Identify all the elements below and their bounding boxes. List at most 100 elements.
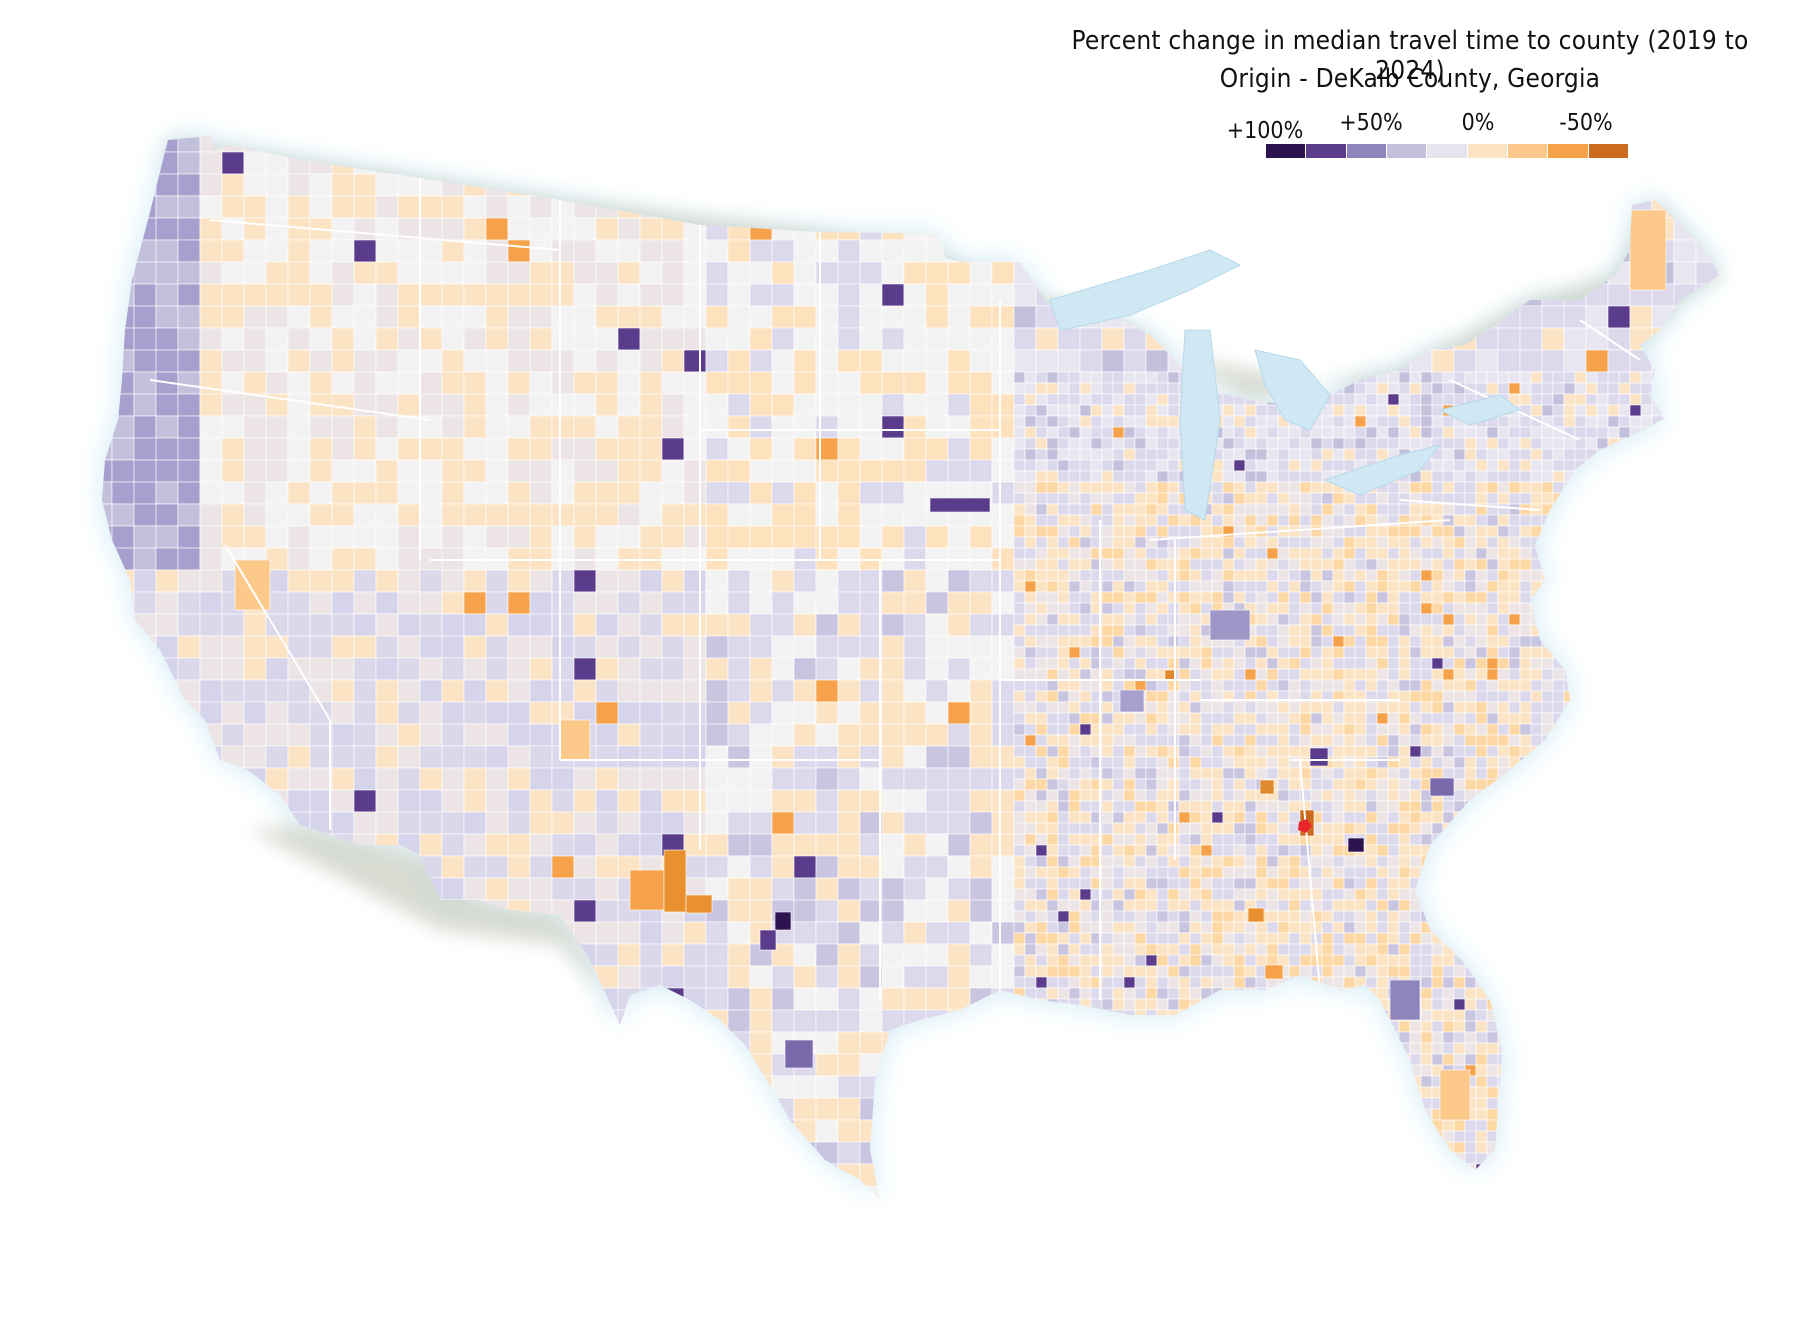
county-cell[interactable] — [925, 877, 949, 901]
county-cell[interactable] — [1310, 547, 1323, 560]
county-cell[interactable] — [243, 679, 267, 703]
county-cell[interactable] — [177, 393, 201, 417]
county-cell[interactable] — [661, 415, 685, 439]
county-cell[interactable] — [155, 130, 179, 153]
county-cell[interactable] — [1266, 404, 1279, 417]
county-cell[interactable] — [1035, 690, 1048, 703]
county-cell[interactable] — [463, 591, 487, 615]
county-cell[interactable] — [1409, 393, 1422, 406]
county-cell[interactable] — [1695, 327, 1719, 351]
county-cell[interactable] — [1453, 877, 1466, 890]
county-cell[interactable] — [221, 173, 245, 197]
county-cell[interactable] — [1475, 624, 1488, 637]
county-cell[interactable] — [1079, 756, 1092, 769]
county-cell[interactable] — [551, 613, 575, 637]
county-cell[interactable] — [1640, 470, 1653, 483]
county-cell[interactable] — [793, 613, 817, 637]
county-cell[interactable] — [507, 701, 531, 725]
county-cell[interactable] — [1156, 745, 1169, 758]
county-cell[interactable] — [1112, 723, 1125, 736]
county-cell[interactable] — [1145, 371, 1158, 384]
county-cell[interactable] — [1618, 536, 1631, 549]
county-cell[interactable] — [661, 613, 685, 637]
county-cell[interactable] — [1706, 426, 1719, 439]
county-cell[interactable] — [1068, 624, 1081, 637]
county-cell[interactable] — [727, 877, 751, 901]
county-cell[interactable] — [1134, 558, 1147, 571]
county-cell[interactable] — [661, 459, 685, 483]
county-cell[interactable] — [375, 591, 399, 615]
county-cell[interactable] — [1695, 349, 1719, 373]
county-cell[interactable] — [1629, 888, 1642, 901]
county-cell[interactable] — [727, 415, 751, 439]
county-cell[interactable] — [1629, 789, 1642, 802]
county-cell[interactable] — [1222, 712, 1235, 725]
county-cell[interactable] — [1321, 448, 1334, 461]
county-cell[interactable] — [1277, 437, 1290, 450]
county-cell[interactable] — [1717, 756, 1729, 769]
county-cell[interactable] — [419, 195, 443, 219]
county-cell[interactable] — [1277, 745, 1290, 758]
county-cell[interactable] — [90, 415, 113, 439]
county-cell[interactable] — [1475, 371, 1488, 384]
county-cell[interactable] — [529, 239, 553, 263]
county-cell[interactable] — [1398, 866, 1411, 879]
county-cell[interactable] — [1376, 789, 1389, 802]
county-cell[interactable] — [1079, 855, 1092, 868]
county-cell[interactable] — [1222, 855, 1235, 868]
county-cell[interactable] — [1222, 679, 1235, 692]
county-cell[interactable] — [1706, 536, 1719, 549]
county-cell[interactable] — [133, 833, 157, 857]
county-cell[interactable] — [1255, 635, 1268, 648]
county-cell[interactable] — [1200, 547, 1213, 560]
county-cell[interactable] — [661, 701, 685, 725]
county-cell[interactable] — [1409, 734, 1422, 747]
county-cell[interactable] — [1332, 404, 1345, 417]
county-cell[interactable] — [1277, 305, 1301, 329]
county-cell[interactable] — [1607, 448, 1620, 461]
county-cell[interactable] — [1354, 591, 1367, 604]
county-cell[interactable] — [903, 371, 927, 395]
county-cell[interactable] — [1387, 833, 1400, 846]
county-cell[interactable] — [1376, 679, 1389, 692]
county-cell[interactable] — [1299, 756, 1312, 769]
county-cell[interactable] — [1255, 448, 1268, 461]
county-cell[interactable] — [1035, 833, 1048, 846]
county-cell[interactable] — [1706, 657, 1719, 670]
county-cell[interactable] — [1024, 591, 1037, 604]
county-cell[interactable] — [1585, 657, 1598, 670]
county-cell[interactable] — [1035, 415, 1048, 428]
county-cell[interactable] — [1244, 657, 1257, 670]
county-cell[interactable] — [1453, 800, 1466, 813]
county-cell[interactable] — [1387, 239, 1411, 263]
county-cell[interactable] — [1409, 602, 1422, 615]
county-cell[interactable] — [1508, 778, 1521, 791]
county-cell[interactable] — [1035, 668, 1048, 681]
county-cell[interactable] — [1343, 712, 1356, 725]
county-cell[interactable] — [1079, 701, 1092, 714]
county-cell[interactable] — [1145, 426, 1158, 439]
county-cell[interactable] — [859, 349, 883, 373]
county-cell[interactable] — [1706, 668, 1719, 681]
county-cell[interactable] — [331, 305, 355, 329]
county-cell[interactable] — [1497, 679, 1510, 692]
county-cell[interactable] — [639, 305, 663, 329]
county-cell[interactable] — [1354, 756, 1367, 769]
county-cell[interactable] — [881, 283, 905, 307]
county-cell[interactable] — [1629, 646, 1642, 659]
county-cell[interactable] — [177, 371, 201, 395]
county-cell[interactable] — [1101, 822, 1114, 835]
county-cell[interactable] — [90, 349, 113, 373]
county-cell[interactable] — [1145, 492, 1158, 505]
county-cell[interactable] — [1123, 778, 1136, 791]
county-cell[interactable] — [1134, 448, 1147, 461]
county-cell[interactable] — [111, 437, 135, 461]
county-cell[interactable] — [1079, 624, 1092, 637]
county-cell[interactable] — [1222, 481, 1235, 494]
county-cell[interactable] — [529, 327, 553, 351]
county-cell[interactable] — [1717, 470, 1729, 483]
county-cell[interactable] — [1453, 646, 1466, 659]
county-cell[interactable] — [1057, 613, 1070, 626]
county-cell[interactable] — [771, 877, 795, 901]
county-cell[interactable] — [397, 679, 421, 703]
